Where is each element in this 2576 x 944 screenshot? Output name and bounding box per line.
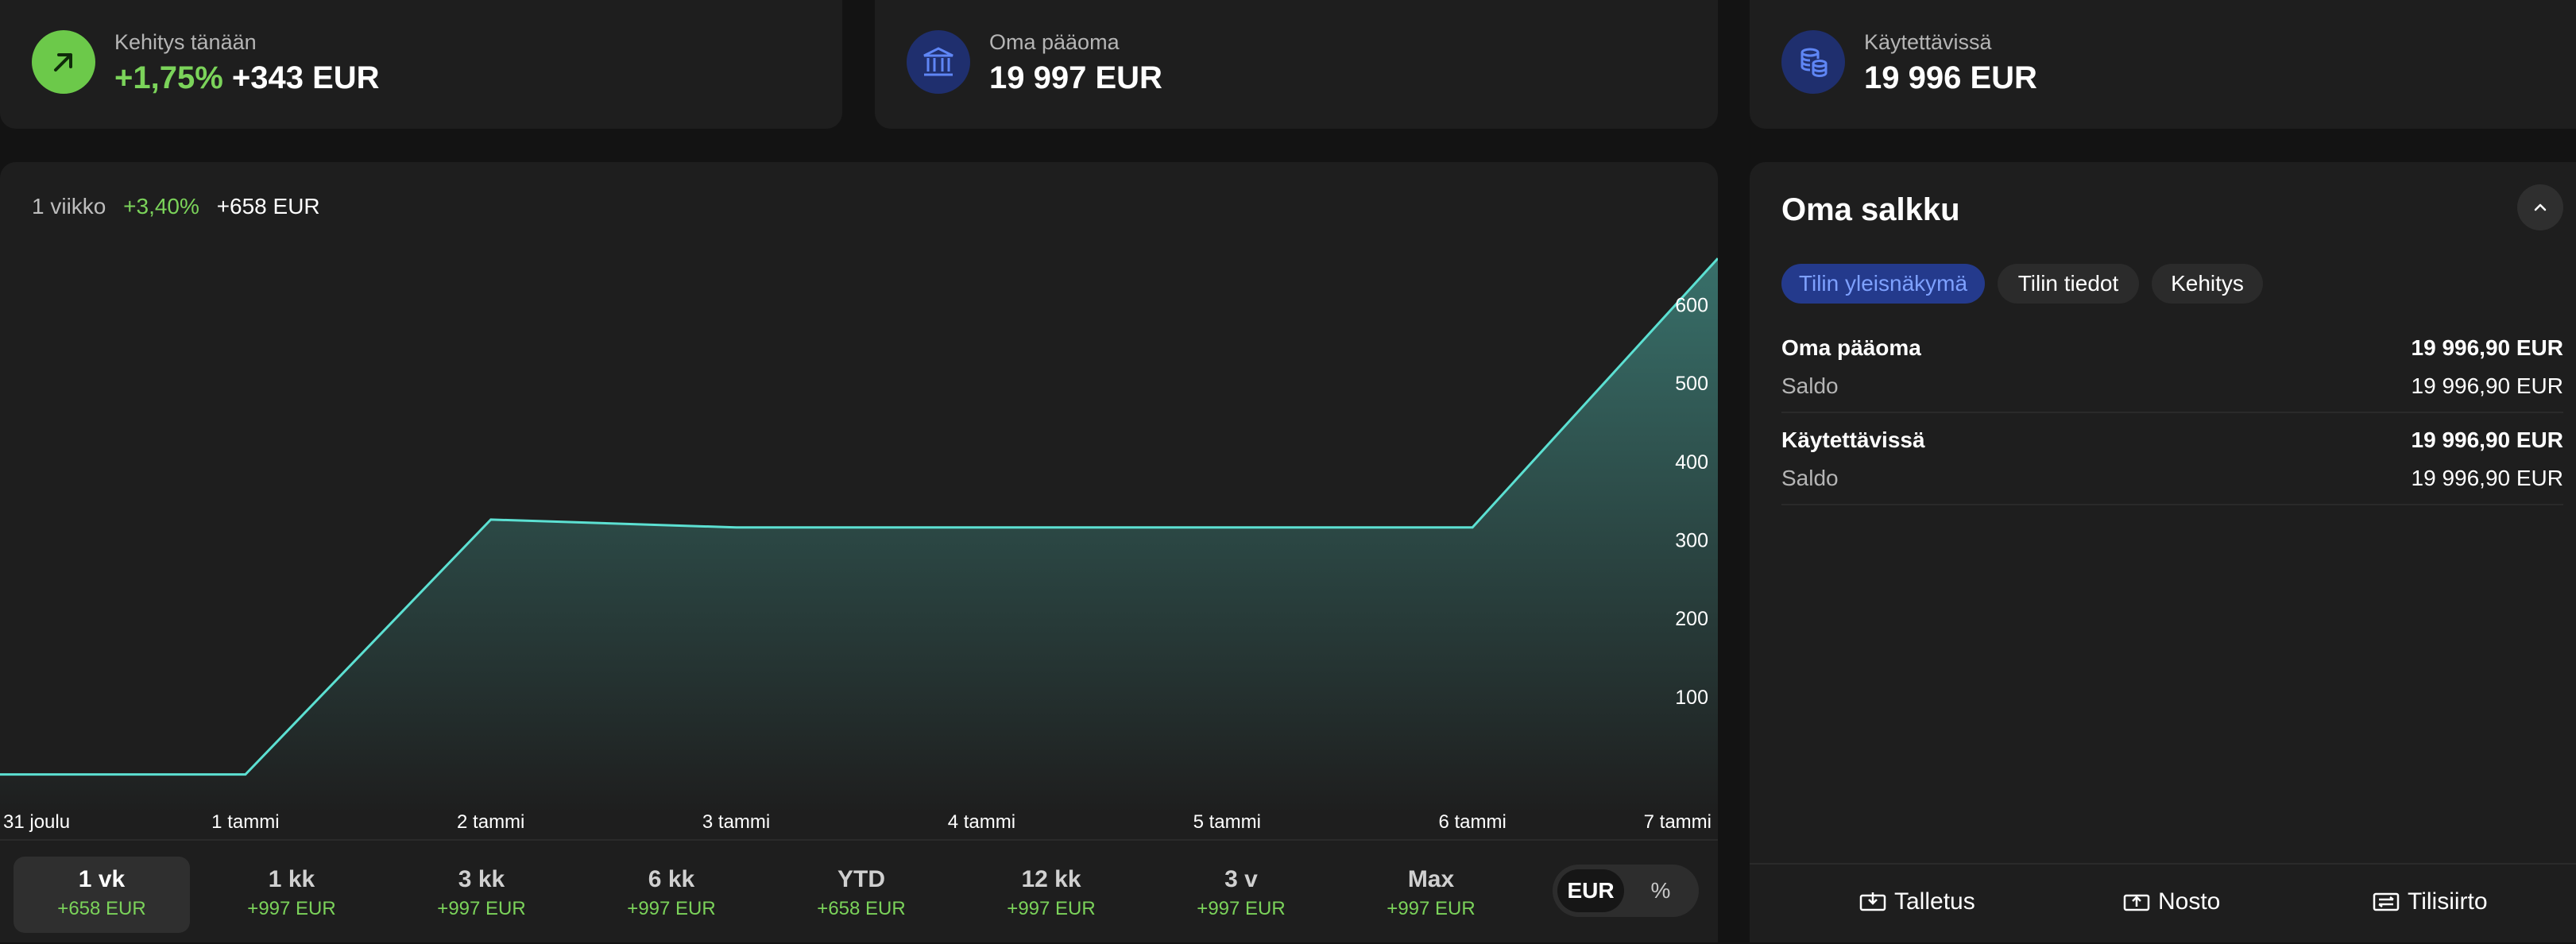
x-tick-label: 2 tammi <box>457 811 524 833</box>
period-button-1vk[interactable]: 1 vk +658 EUR <box>14 857 190 933</box>
x-tick-label: 31 joulu <box>3 811 70 833</box>
row-label: Oma pääoma <box>1781 335 1921 360</box>
action-bar: Talletus Nosto Tilisiirto <box>1750 863 2576 944</box>
period-button-1kk[interactable]: 1 kk +997 EUR <box>203 857 380 933</box>
period-change: +658 EUR <box>57 898 146 919</box>
chart-pct: +3,40% <box>123 194 199 219</box>
period-button-3kk[interactable]: 3 kk +997 EUR <box>393 857 570 933</box>
stat-card-available: Käytettävissä 19 996 EUR <box>1750 0 2576 129</box>
deposit-icon <box>1859 892 1886 911</box>
y-tick-label: 500 <box>1675 373 1708 395</box>
period-button-3v[interactable]: 3 v +997 EUR <box>1153 857 1329 933</box>
stat-pct: +1,75% <box>114 60 223 95</box>
row-label: Saldo <box>1781 373 1839 398</box>
transfer-button[interactable]: Tilisiirto <box>2373 888 2488 915</box>
period-button-12kk[interactable]: 12 kk +997 EUR <box>963 857 1139 933</box>
x-tick-label: 7 tammi <box>1644 811 1712 833</box>
period-label: 12 kk <box>1021 866 1081 892</box>
period-change: +997 EUR <box>437 898 526 919</box>
x-tick-label: 4 tammi <box>948 811 1015 833</box>
row-value: 19 996,90 EUR <box>2411 428 2563 452</box>
x-tick-label: 3 tammi <box>702 811 770 833</box>
y-tick-label: 300 <box>1675 530 1708 552</box>
toggle-percent[interactable]: % <box>1650 878 1671 903</box>
x-tick-label: 1 tammi <box>211 811 279 833</box>
deposit-button[interactable]: Talletus <box>1859 888 1975 915</box>
row-available: Käytettävissä 19 996,90 EUR <box>1781 428 2563 453</box>
period-label: YTD <box>837 866 885 892</box>
tab-development[interactable]: Kehitys <box>2152 264 2263 304</box>
row-value: 19 996,90 EUR <box>2411 335 2563 360</box>
period-button-max[interactable]: Max +997 EUR <box>1343 857 1519 933</box>
panel-title: Oma salkku <box>1781 192 1960 227</box>
currency-toggle: EUR % <box>1553 865 1699 917</box>
period-label: 3 kk <box>458 866 505 892</box>
period-change: +997 EUR <box>1007 898 1096 919</box>
divider <box>1781 504 2563 505</box>
action-label: Nosto <box>2158 888 2221 915</box>
row-equity-balance: Saldo 19 996,90 EUR <box>1781 373 2563 399</box>
period-label: 1 vk <box>78 866 126 892</box>
period-change: +997 EUR <box>627 898 716 919</box>
stat-value: 19 996 EUR <box>1864 60 2037 95</box>
stat-card-equity: Oma pääoma 19 997 EUR <box>875 0 1718 129</box>
action-label: Tilisiirto <box>2408 888 2488 915</box>
stat-label: Oma pääoma <box>989 30 1120 54</box>
period-label: Max <box>1407 866 1455 892</box>
stat-value: 19 997 EUR <box>989 60 1162 95</box>
period-change: +658 EUR <box>817 898 906 919</box>
collapse-button[interactable] <box>2517 184 2563 230</box>
row-available-balance: Saldo 19 996,90 EUR <box>1781 466 2563 491</box>
row-equity: Oma pääoma 19 996,90 EUR <box>1781 335 2563 361</box>
period-label: 3 v <box>1224 866 1258 892</box>
chevron-up-icon <box>2534 203 2547 211</box>
withdraw-icon <box>2123 894 2150 911</box>
chart-card: 100 200 300 400 500 600 31 joulu 1 tammi 2 tammi… <box>0 162 1718 942</box>
portfolio-panel: Oma salkku Tilin yleisnäkymä Tilin tiedo… <box>1750 162 2576 942</box>
stat-amount: +343 EUR <box>231 60 380 95</box>
x-tick-label: 6 tammi <box>1438 811 1506 833</box>
withdraw-button[interactable]: Nosto <box>2123 888 2220 915</box>
period-change: +997 EUR <box>247 898 336 919</box>
stat-card-development-today: Kehitys tänään +1,75% +343 EUR <box>0 0 842 129</box>
divider <box>1781 412 2563 413</box>
y-tick-label: 100 <box>1675 687 1708 709</box>
period-change: +997 EUR <box>1197 898 1286 919</box>
stat-label: Kehitys tänään <box>114 30 257 54</box>
trend-up-icon <box>32 30 95 94</box>
chart-value: +658 EUR <box>216 194 320 219</box>
bank-icon <box>907 30 970 94</box>
coins-icon <box>1781 30 1845 94</box>
y-tick-label: 600 <box>1675 294 1708 316</box>
period-selector: 1 vk +658 EUR 1 kk +997 EUR 3 kk +997 EU… <box>0 839 1718 944</box>
transfer-icon <box>2373 892 2400 911</box>
tab-account-details[interactable]: Tilin tiedot <box>1998 264 2139 304</box>
performance-chart: 100 200 300 400 500 600 31 joulu 1 tammi 2 tammi… <box>0 257 1718 833</box>
period-button-6kk[interactable]: 6 kk +997 EUR <box>583 857 760 933</box>
period-change: +997 EUR <box>1387 898 1476 919</box>
row-value: 19 996,90 EUR <box>2411 466 2563 490</box>
x-tick-label: 5 tammi <box>1193 811 1261 833</box>
period-label: 1 kk <box>268 866 315 892</box>
row-value: 19 996,90 EUR <box>2411 373 2563 398</box>
row-label: Saldo <box>1781 466 1839 490</box>
period-button-ytd[interactable]: YTD +658 EUR <box>773 857 950 933</box>
stat-label: Käytettävissä <box>1864 30 1992 54</box>
toggle-eur[interactable]: EUR <box>1557 869 1624 912</box>
y-tick-label: 200 <box>1675 608 1708 630</box>
stat-value: +1,75% +343 EUR <box>114 60 380 96</box>
chart-series-line <box>0 257 1718 776</box>
period-label: 6 kk <box>648 866 695 892</box>
y-tick-label: 400 <box>1675 451 1708 474</box>
chart-area-fill <box>0 258 1718 814</box>
chart-period-label: 1 viikko <box>32 194 106 219</box>
action-label: Talletus <box>1894 888 1975 915</box>
row-label: Käytettävissä <box>1781 428 1925 452</box>
chart-header: 1 viikko +3,40% +658 EUR <box>32 194 331 219</box>
tab-account-overview[interactable]: Tilin yleisnäkymä <box>1781 264 1985 304</box>
